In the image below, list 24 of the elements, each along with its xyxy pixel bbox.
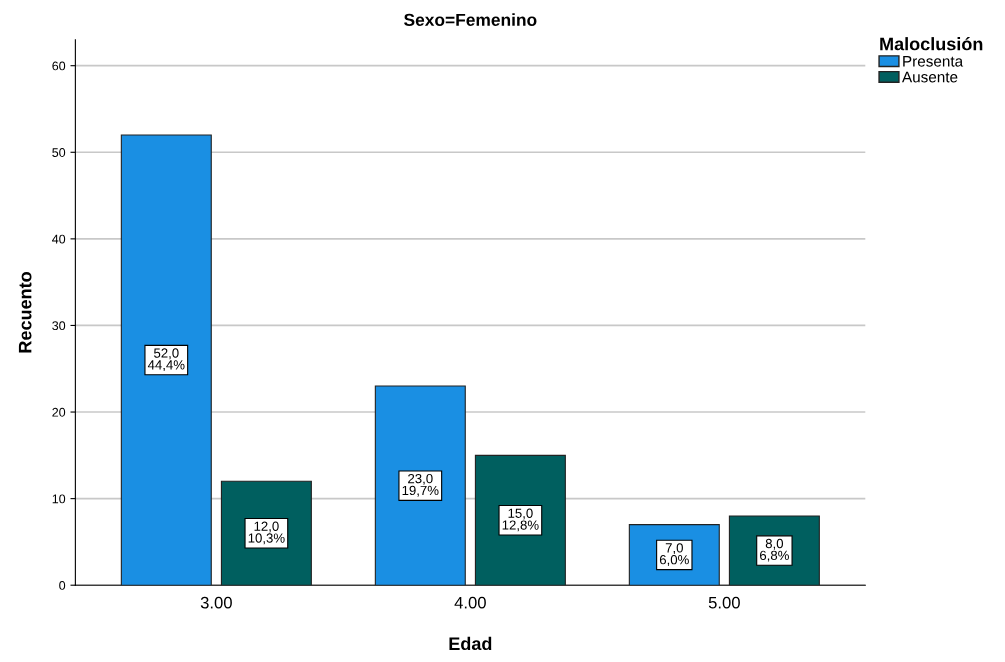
y-tick-label: 20 [52,407,66,417]
bar [120,134,212,586]
legend-title: Maloclusión [880,36,983,51]
bar [374,385,466,586]
data-label: 8,0 6,8% [760,538,789,562]
data-label: 52,0 44,4% [147,348,185,372]
data-label: 23,0 19,7% [402,473,439,497]
x-axis-title: Edad [449,636,492,651]
legend-label: Presenta [903,56,964,67]
y-tick-label: 0 [59,581,66,590]
data-label: 12,0 10,3% [248,521,285,545]
y-tick-label: 60 [52,61,66,71]
y-tick-label: 40 [52,234,66,244]
chart-title: Sexo=Femenino [404,13,537,26]
data-label: 7,0 6,0% [659,543,689,566]
data-label: 15,0 12,8% [502,508,539,532]
y-tick-label: 10 [52,494,66,504]
y-tick-label: 30 [52,321,66,331]
y-tick-label: 50 [52,148,66,157]
y-axis-title: Recuento [18,272,32,353]
x-tick-label: 3.00 [200,596,232,609]
x-tick-label: 5.00 [708,596,740,609]
x-tick-label: 4.00 [454,596,486,609]
legend-label: Ausente [902,71,958,83]
